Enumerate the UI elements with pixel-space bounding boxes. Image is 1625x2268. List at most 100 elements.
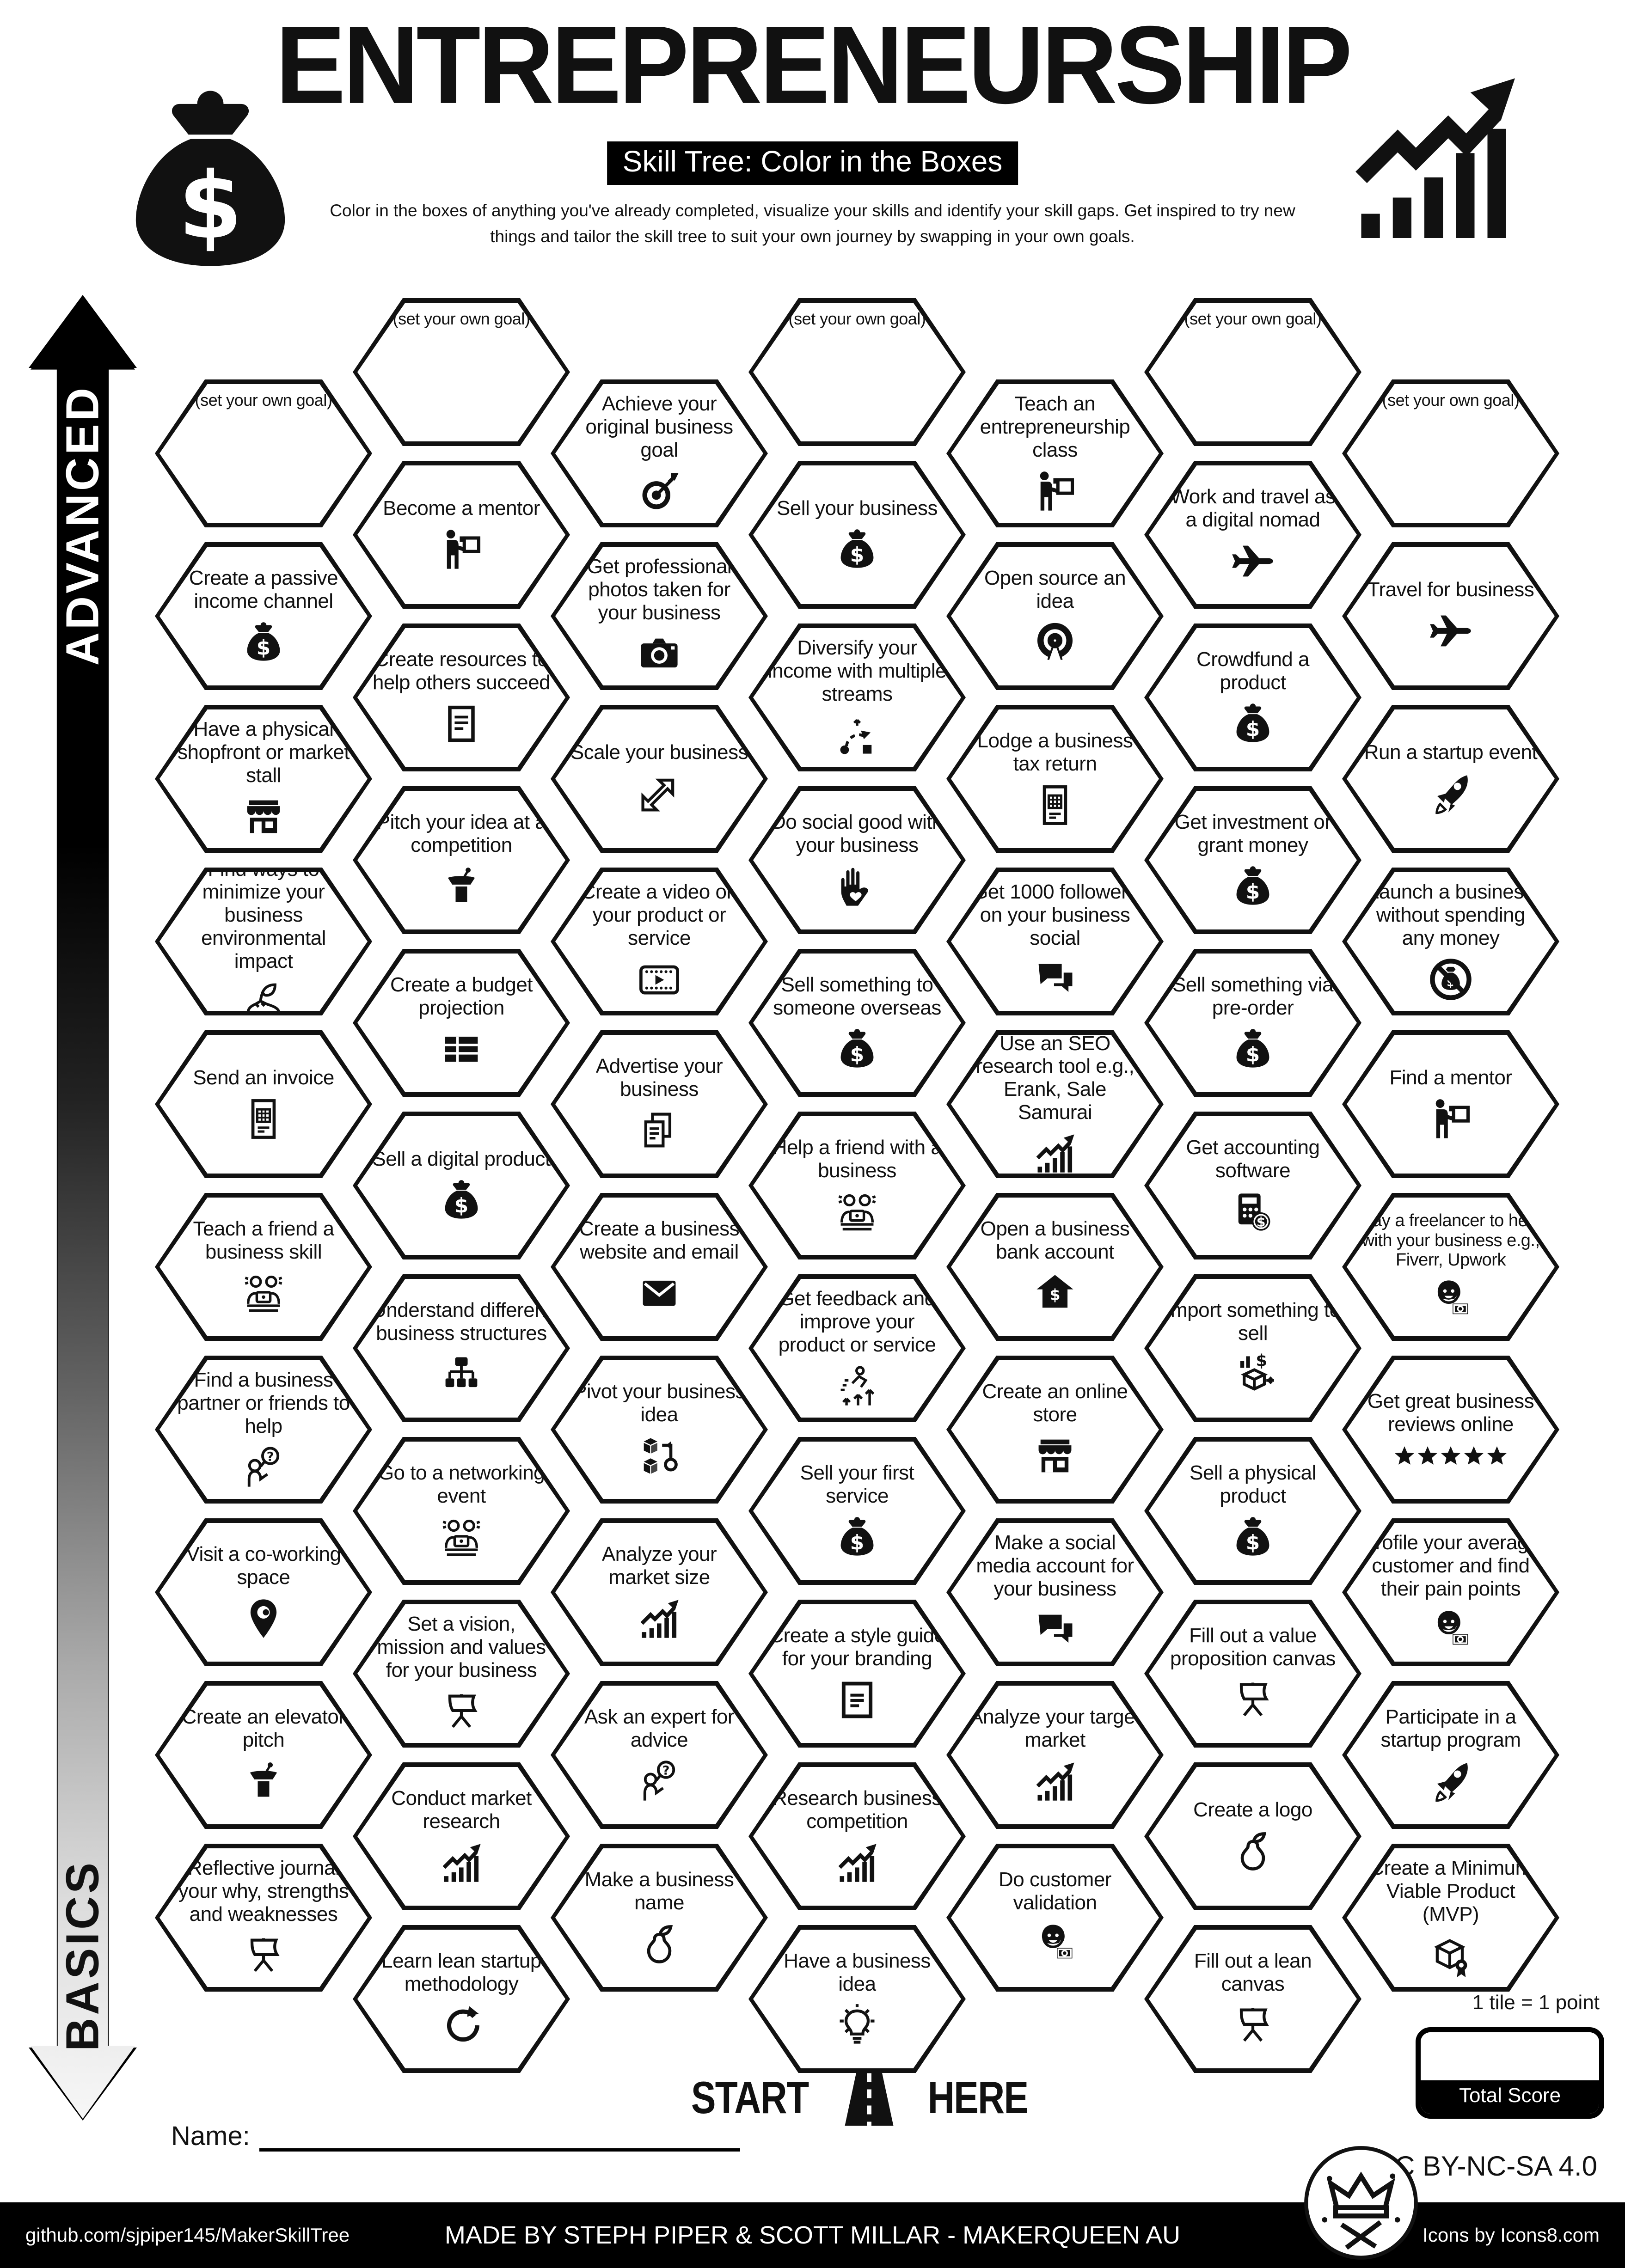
- hex-tile[interactable]: Create a Minimum Viable Product (MVP): [1342, 1844, 1559, 1992]
- hex-tile[interactable]: Learn lean startup methodology: [353, 1925, 570, 2073]
- hex-tile[interactable]: Do social good with your business: [748, 786, 966, 934]
- hex-tile[interactable]: Teach a friend a business skill: [155, 1193, 372, 1341]
- hex-tile[interactable]: Understand different business structures: [353, 1274, 570, 1422]
- hex-tile[interactable]: Visit a co-working space: [155, 1518, 372, 1666]
- hex-tile[interactable]: Pitch your idea at a competition: [353, 786, 570, 934]
- hex-tile[interactable]: Have a business idea: [748, 1925, 966, 2073]
- hex-tile[interactable]: Create resources to help others succeed: [353, 624, 570, 771]
- hex-tile[interactable]: Set a vision, mission and values for you…: [353, 1600, 570, 1748]
- hex-tile[interactable]: Research business competition: [748, 1762, 966, 1910]
- hex-tile[interactable]: Work and travel as a digital nomad: [1144, 461, 1361, 609]
- hex-tile[interactable]: Sell your first service: [748, 1437, 966, 1585]
- hex-tile[interactable]: Sell something via pre-order: [1144, 949, 1361, 1097]
- hex-tile[interactable]: Get accounting software: [1144, 1112, 1361, 1259]
- feedback-up-icon: [834, 1363, 880, 1409]
- hex-label: (set your own goal): [195, 391, 332, 410]
- hex-tile[interactable]: Launch a business without spending any m…: [1342, 868, 1559, 1015]
- hex-tile[interactable]: Travel for business: [1342, 542, 1559, 690]
- hex-tile[interactable]: Get feedback and improve your product or…: [748, 1274, 966, 1422]
- hex-tile[interactable]: Find a business partner or friends to he…: [155, 1356, 372, 1504]
- hex-tile[interactable]: Get great business reviews online: [1342, 1356, 1559, 1504]
- hex-label: Learn lean startup methodology: [381, 1950, 541, 1995]
- hex-tile[interactable]: Create a budget projection: [353, 949, 570, 1097]
- hex-tile[interactable]: Analyze your target market: [946, 1681, 1164, 1829]
- hex-tile[interactable]: Make a business name: [551, 1844, 768, 1992]
- hex-tile[interactable]: Create a business website and email: [551, 1193, 768, 1341]
- hex-tile[interactable]: Create an elevator pitch: [155, 1681, 372, 1829]
- hex-tile[interactable]: Get investment or grant money: [1144, 786, 1361, 934]
- hex-tile[interactable]: Achieve your original business goal: [551, 379, 768, 527]
- hex-tile[interactable]: Analyze your market size: [551, 1518, 768, 1666]
- hex-tile[interactable]: Open source an idea: [946, 542, 1164, 690]
- hex-label: Get accounting software: [1186, 1136, 1320, 1182]
- hex-tile[interactable]: Advertise your business: [551, 1030, 768, 1178]
- hex-label: Import something to sell: [1165, 1299, 1341, 1345]
- hex-tile[interactable]: Get professional photos taken for your b…: [551, 542, 768, 690]
- hex-tile[interactable]: Ask an expert for advice: [551, 1681, 768, 1829]
- hex-tile[interactable]: Profile your average customer and find t…: [1342, 1518, 1559, 1666]
- name-input-line[interactable]: [259, 2120, 740, 2152]
- level-axis-arrow: ADVANCED BASICS: [29, 295, 137, 2121]
- hex-tile[interactable]: Do customer validation: [946, 1844, 1164, 1992]
- hex-label: Fill out a value proposition canvas: [1170, 1624, 1336, 1670]
- hex-tile-custom-goal[interactable]: (set your own goal): [155, 379, 372, 527]
- hex-tile[interactable]: Reflective journal your why, strengths a…: [155, 1844, 372, 1992]
- storefront-icon: [1032, 1433, 1078, 1479]
- hex-tile[interactable]: Create a passive income channel: [155, 542, 372, 690]
- hex-label: Create a budget projection: [390, 973, 533, 1019]
- expand-arrows-icon: [636, 770, 682, 817]
- hex-label: Sell a physical product: [1190, 1461, 1316, 1507]
- hex-tile-custom-goal[interactable]: (set your own goal): [1342, 379, 1559, 527]
- hex-tile[interactable]: Run a startup event: [1342, 705, 1559, 853]
- hex-tile[interactable]: Scale your business: [551, 705, 768, 853]
- hex-tile[interactable]: Import something to sell: [1144, 1274, 1361, 1422]
- hex-tile[interactable]: Conduct market research: [353, 1762, 570, 1910]
- hex-label: Understand different business structures: [372, 1299, 551, 1345]
- hex-tile[interactable]: Create a style guide for your branding: [748, 1600, 966, 1748]
- hex-tile[interactable]: Crowdfund a product: [1144, 624, 1361, 771]
- hex-label: Lodge a business tax return: [977, 729, 1133, 775]
- hex-tile[interactable]: Sell a physical product: [1144, 1437, 1361, 1585]
- hex-label: Do customer validation: [999, 1868, 1111, 1914]
- easel-icon: [1230, 1677, 1276, 1723]
- hex-tile[interactable]: Open a business bank account: [946, 1193, 1164, 1341]
- hex-tile-custom-goal[interactable]: (set your own goal): [353, 298, 570, 446]
- hex-tile[interactable]: Create a logo: [1144, 1762, 1361, 1910]
- hex-tile[interactable]: Find a mentor: [1342, 1030, 1559, 1178]
- hex-tile[interactable]: Help a friend with a business: [748, 1112, 966, 1259]
- hex-tile[interactable]: Sell a digital product: [353, 1112, 570, 1259]
- hex-tile[interactable]: Get 1000 followers on your business soci…: [946, 868, 1164, 1015]
- hex-tile[interactable]: Go to a networking event: [353, 1437, 570, 1585]
- hex-label: Help a friend with a business: [772, 1136, 942, 1182]
- hex-tile-custom-goal[interactable]: (set your own goal): [748, 298, 966, 446]
- hex-tile[interactable]: Teach an entrepreneurship class: [946, 379, 1164, 527]
- hex-tile[interactable]: Sell something to someone overseas: [748, 949, 966, 1097]
- hex-tile[interactable]: Make a social media account for your bus…: [946, 1518, 1164, 1666]
- hex-tile-custom-goal[interactable]: (set your own goal): [1144, 298, 1361, 446]
- money-bag-icon: [834, 526, 880, 573]
- hex-tile[interactable]: Participate in a startup program: [1342, 1681, 1559, 1829]
- hex-tile[interactable]: Find ways to minimize your business envi…: [155, 868, 372, 1015]
- total-score-field[interactable]: [1421, 2032, 1599, 2080]
- pear-icon: [1230, 1828, 1276, 1874]
- hex-tile[interactable]: Send an invoice: [155, 1030, 372, 1178]
- hex-label: Sell something to someone overseas: [773, 973, 941, 1019]
- hex-tile[interactable]: Use an SEO research tool e.g., Erank, Sa…: [946, 1030, 1164, 1178]
- hex-label: Visit a co-working space: [186, 1543, 342, 1589]
- hex-tile[interactable]: Fill out a lean canvas: [1144, 1925, 1361, 2073]
- chart-up-icon: [438, 1840, 484, 1886]
- hex-tile[interactable]: Create a video on your product or servic…: [551, 868, 768, 1015]
- hex-tile[interactable]: Lodge a business tax return: [946, 705, 1164, 853]
- hex-tile[interactable]: Become a mentor: [353, 461, 570, 609]
- hex-tile[interactable]: Pivot your business idea: [551, 1356, 768, 1504]
- hex-label: Sell your business: [776, 497, 938, 520]
- hex-tile[interactable]: Pay a freelancer to help with your busin…: [1342, 1193, 1559, 1341]
- hex-label: Create a video on your product or servic…: [581, 880, 738, 949]
- hex-tile[interactable]: Fill out a value proposition canvas: [1144, 1600, 1361, 1748]
- hex-tile[interactable]: Have a physical shopfront or market stal…: [155, 705, 372, 853]
- doc-lines-icon: [438, 701, 484, 747]
- hex-tile[interactable]: Sell your business: [748, 461, 966, 609]
- hex-tile[interactable]: Create an online store: [946, 1356, 1164, 1504]
- hex-tile[interactable]: Diversify your income with multiple stre…: [748, 624, 966, 771]
- podium-icon: [438, 863, 484, 910]
